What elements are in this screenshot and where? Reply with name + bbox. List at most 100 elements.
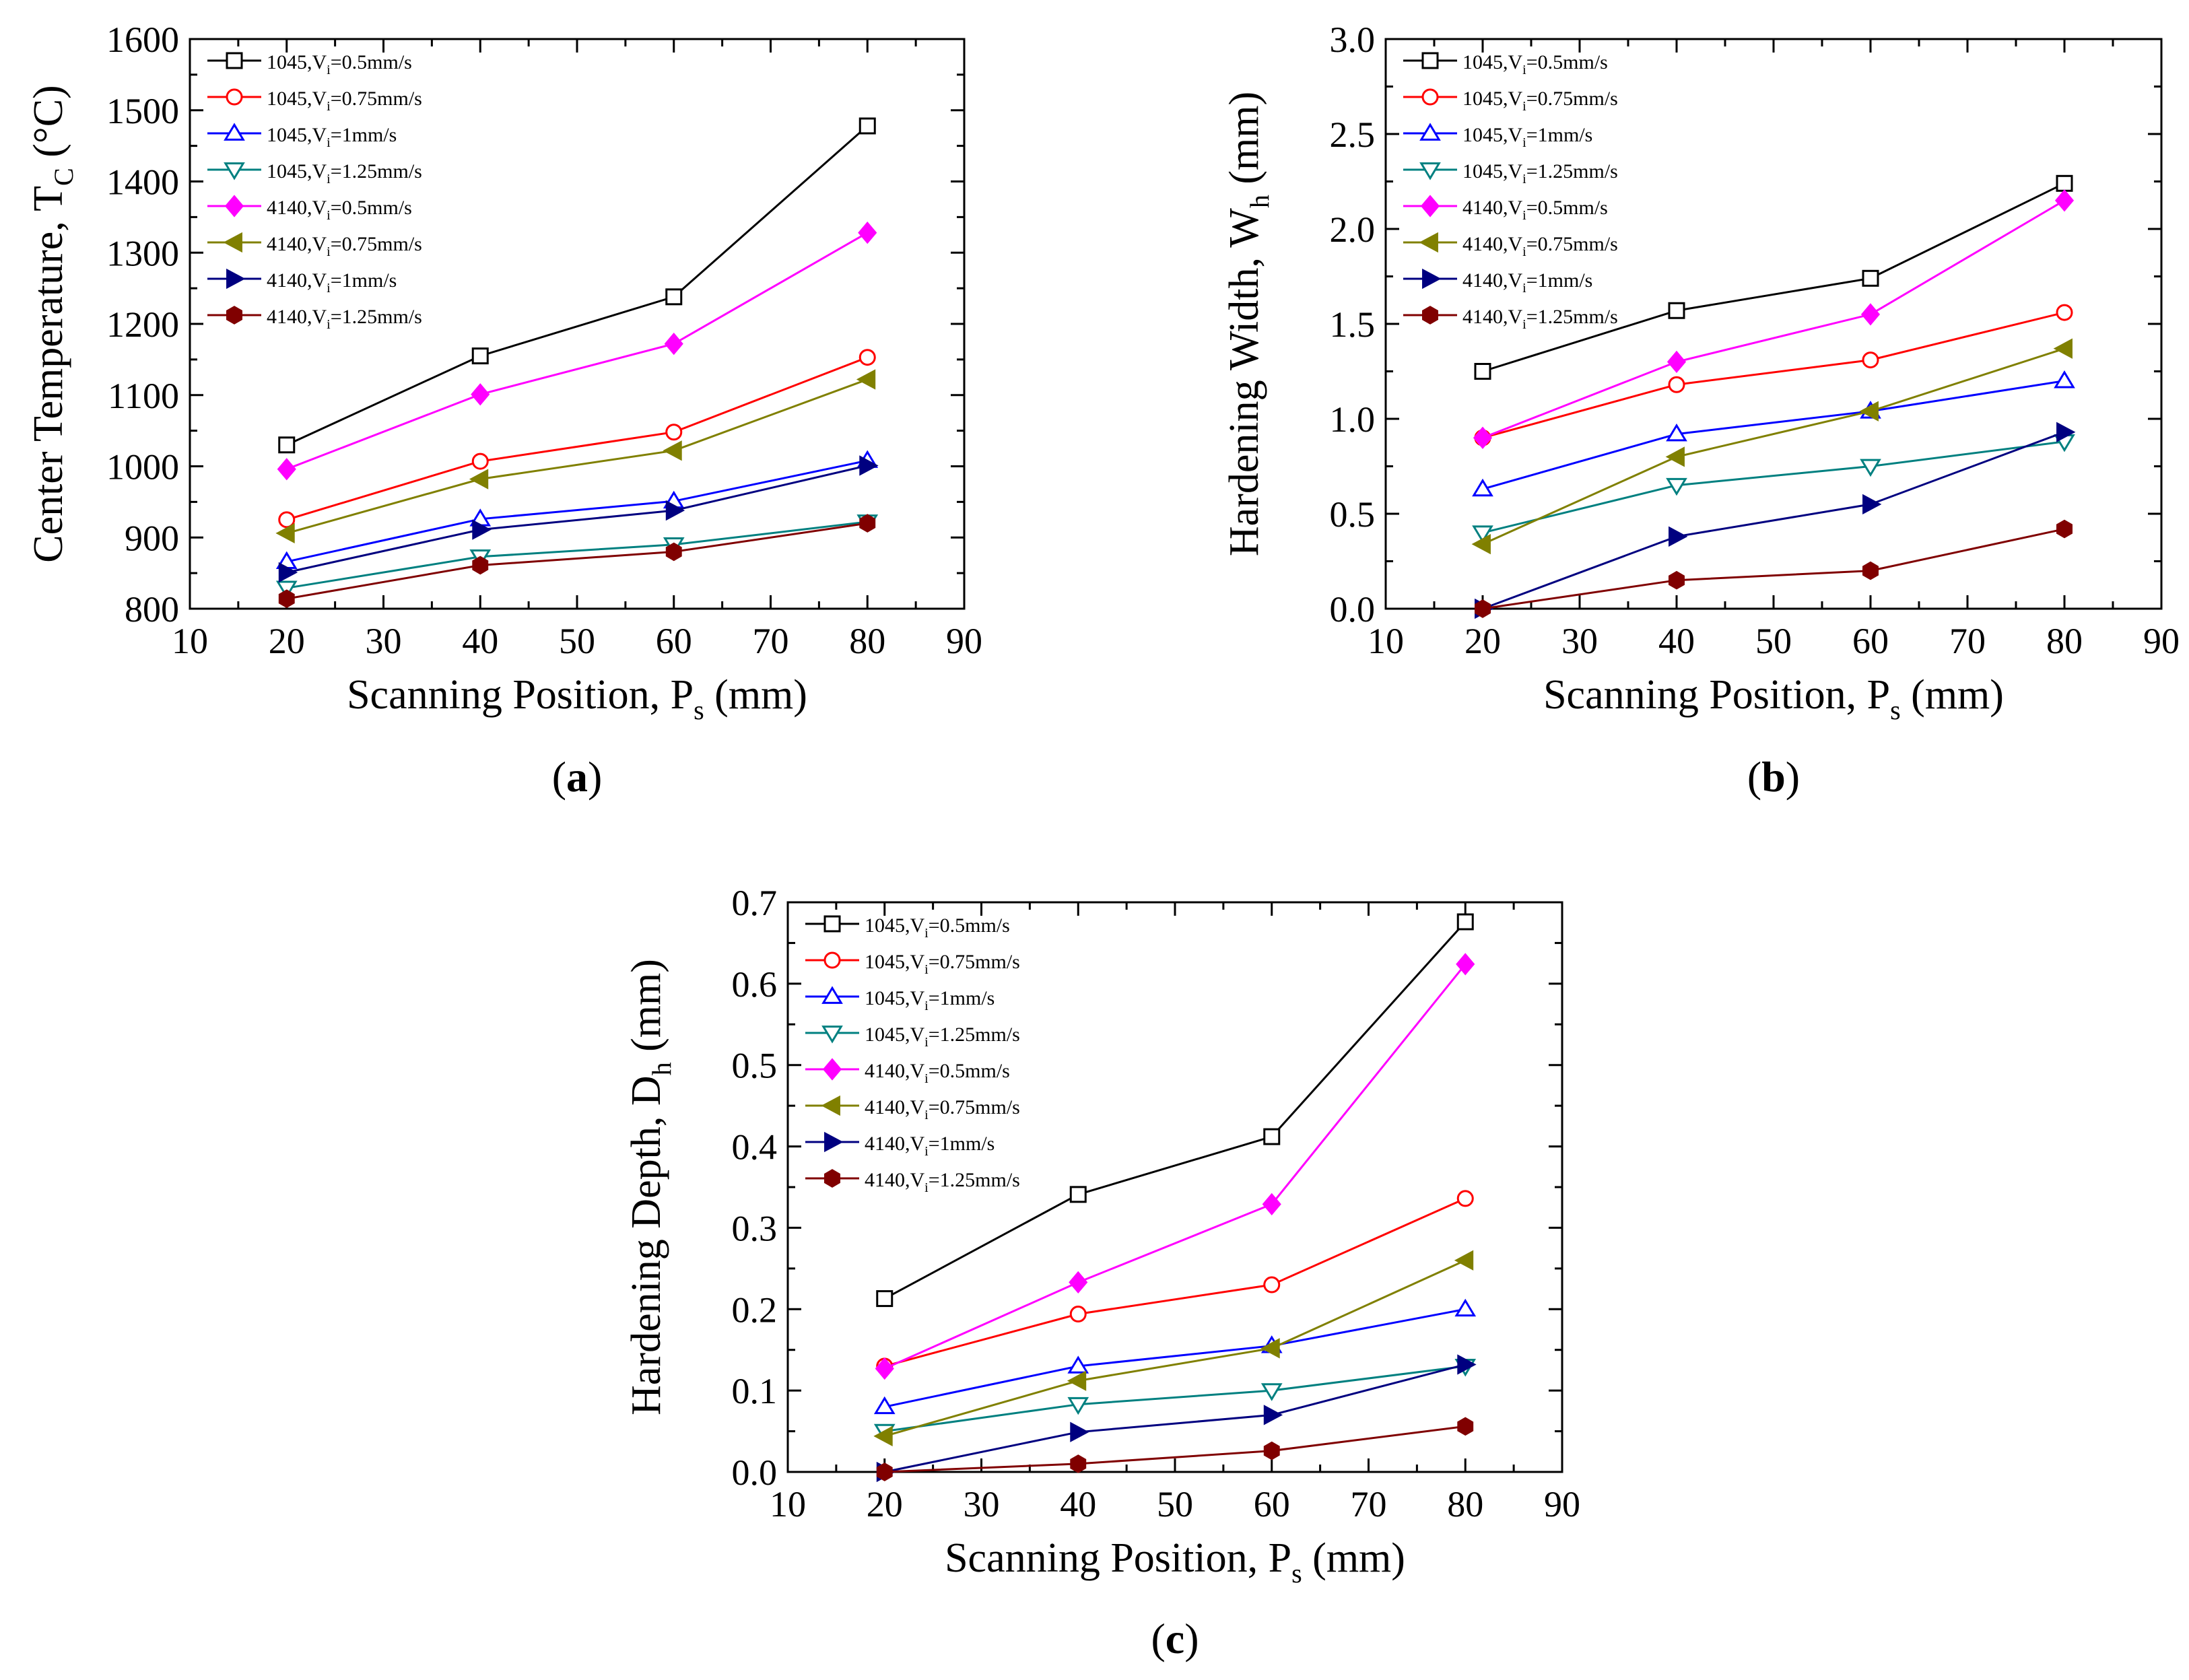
series-line — [1482, 347, 2065, 545]
data-point — [472, 519, 492, 540]
data-point — [858, 222, 877, 244]
legend-entry: 4140,Vi=0.5mm/s — [267, 197, 412, 223]
legend-entry: 4140,Vi=1.25mm/s — [267, 306, 422, 332]
series-line — [1482, 440, 2065, 534]
legend-marker — [821, 986, 843, 1004]
legend-marker — [822, 1058, 842, 1081]
series-line — [286, 125, 869, 446]
data-point — [275, 523, 295, 544]
legend-entry: 1045,Vi=1.25mm/s — [267, 160, 422, 187]
series-line — [286, 522, 868, 600]
data-point — [469, 469, 489, 490]
data-point — [1862, 561, 1879, 580]
legend-entry: 4140,Vi=0.5mm/s — [1462, 197, 1608, 223]
legend-entry: 1045,Vi=0.5mm/s — [267, 51, 412, 77]
y-tick-label: 2.0 — [1330, 209, 1376, 250]
data-point — [1665, 446, 1685, 467]
legend-marker — [223, 232, 242, 253]
series-line — [884, 1197, 1466, 1368]
x-tick-label: 60 — [1852, 621, 1889, 661]
x-tick-label: 60 — [1254, 1484, 1290, 1524]
y-tick-label: 0.0 — [732, 1452, 778, 1493]
x-tick-label: 70 — [753, 621, 789, 661]
legend-entry: 1045,Vi=0.5mm/s — [1462, 51, 1608, 77]
data-point — [1070, 1421, 1089, 1442]
data-point — [1454, 1250, 1474, 1271]
series-line — [286, 520, 868, 589]
x-tick-label: 60 — [656, 621, 692, 661]
series-1 — [876, 1190, 1474, 1375]
legend-marker — [823, 951, 841, 969]
legend-entry: 4140,Vi=0.75mm/s — [267, 233, 422, 259]
y-tick-label: 3.0 — [1330, 20, 1376, 60]
data-point — [1475, 599, 1491, 618]
legend-entry: 4140,Vi=0.5mm/s — [865, 1060, 1010, 1086]
series-5 — [873, 1250, 1474, 1446]
data-point — [1859, 401, 1879, 422]
y-tick-label: 0.3 — [732, 1208, 778, 1248]
data-point — [1263, 1128, 1281, 1145]
data-point — [278, 562, 298, 583]
legend-marker — [1420, 195, 1440, 217]
series-line — [884, 920, 1467, 1300]
data-point — [1668, 376, 1685, 393]
data-point — [663, 440, 682, 461]
data-point — [1263, 1405, 1283, 1425]
x-tick-label: 10 — [172, 621, 208, 661]
y-tick-label: 1000 — [106, 447, 179, 488]
data-point — [278, 511, 296, 529]
data-point — [1067, 1370, 1087, 1391]
data-point — [275, 580, 298, 599]
x-tick-label: 30 — [964, 1484, 1000, 1524]
data-point — [1666, 423, 1687, 442]
data-point — [1260, 1338, 1280, 1359]
y-tick-label: 1.0 — [1330, 399, 1376, 440]
y-tick-label: 0.6 — [732, 964, 778, 1005]
series-7 — [876, 1417, 1474, 1481]
data-point — [1067, 1355, 1089, 1374]
legend-marker — [1419, 162, 1441, 180]
data-point — [859, 455, 879, 476]
data-point — [1471, 533, 1491, 555]
y-tick-label: 0.5 — [732, 1046, 778, 1086]
x-axis-label: Scanning Position, Ps (mm) — [1543, 672, 2004, 725]
y-tick-label: 2.5 — [1330, 114, 1376, 155]
data-point — [1472, 525, 1493, 543]
x-tick-label: 80 — [2046, 621, 2083, 661]
x-tick-label: 50 — [1157, 1484, 1193, 1524]
data-point — [471, 347, 489, 365]
data-point — [1263, 1276, 1281, 1293]
series-4 — [875, 953, 1475, 1380]
panel-label: (a) — [552, 753, 603, 801]
y-tick-label: 0.0 — [1330, 589, 1376, 630]
x-tick-label: 50 — [559, 621, 595, 661]
y-tick-label: 0.1 — [732, 1371, 778, 1411]
data-point — [1669, 526, 1688, 547]
series-0 — [1474, 174, 2073, 380]
legend-marker — [821, 1026, 843, 1044]
data-point — [873, 1396, 896, 1415]
x-tick-label: 70 — [1949, 621, 1986, 661]
legend-entry: 1045,Vi=0.5mm/s — [865, 914, 1010, 941]
panel-label: (b) — [1747, 753, 1800, 801]
series-4 — [277, 222, 877, 481]
data-point — [1860, 303, 1881, 326]
series-1 — [278, 349, 876, 529]
series-line — [884, 1308, 1466, 1408]
data-point — [1668, 302, 1685, 319]
data-point — [1456, 953, 1475, 976]
x-tick-label: 20 — [867, 1484, 903, 1524]
data-point — [2056, 174, 2073, 192]
chart-panel-a: 10 20 30 40 50 60 70 80 90 800 900 1000 1100 1200 1300… — [26, 20, 982, 801]
legend-marker — [1421, 52, 1439, 69]
legend-entry: 4140,Vi=1mm/s — [1462, 269, 1592, 296]
legend-marker — [824, 1131, 844, 1153]
data-point — [1472, 478, 1493, 497]
legend-marker — [226, 52, 243, 69]
legend-marker — [224, 123, 245, 141]
series-line — [884, 1425, 1466, 1473]
data-point — [858, 117, 876, 135]
legend-entry: 1045,Vi=1mm/s — [1462, 124, 1592, 150]
x-tick-label: 10 — [770, 1484, 806, 1524]
series-line — [286, 232, 869, 471]
